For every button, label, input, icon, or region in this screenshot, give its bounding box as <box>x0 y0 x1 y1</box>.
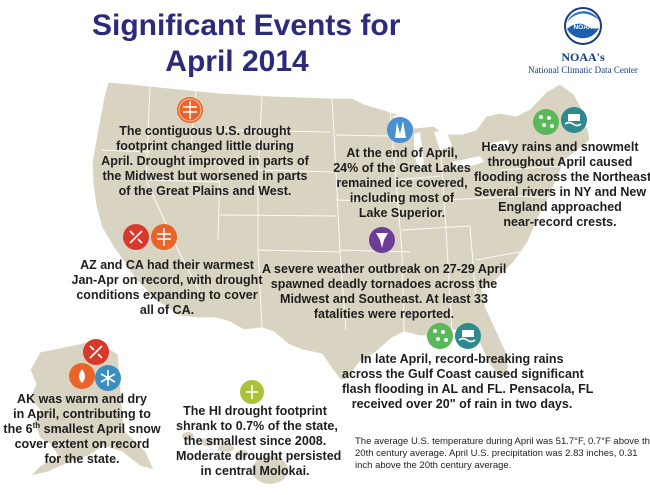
event-line: Jan-Apr on record, with drought <box>71 273 263 287</box>
drought-icon <box>240 380 264 404</box>
flooding-icon <box>455 323 481 349</box>
event-line: flash flooding in AL and FL. Pensacola, … <box>342 382 594 396</box>
event-line: near-record crests. <box>503 215 617 229</box>
event-line: flooding across the Northeast. <box>474 170 650 184</box>
warmth-icon <box>123 224 149 250</box>
event-line: April. Drought improved in parts of <box>101 154 309 168</box>
event-line: shrank to 0.7% of the state, <box>176 419 338 433</box>
event-gulf: In late April, record-breaking rains acr… <box>342 352 594 412</box>
event-line: Several rivers in NY and New <box>474 185 647 199</box>
warmth-icon <box>83 339 109 365</box>
event-line: Moderate drought persisted <box>176 449 342 463</box>
ordinal-suffix: th <box>32 420 41 430</box>
event-line: footprint changed little during <box>116 139 294 153</box>
event-line: the Midwest but worsened in parts <box>102 169 308 183</box>
event-text: smallest April snow <box>40 422 161 436</box>
event-line: received over 20" of rain in two days. <box>351 397 573 411</box>
event-az-ca: AZ and CA had their warmest Jan-Apr on r… <box>64 258 270 318</box>
noaa-emblem-text: NOAA <box>573 24 592 31</box>
event-line: The HI drought footprint <box>183 404 327 418</box>
event-line: In late April, record-breaking rains <box>360 352 564 366</box>
event-line: AK was warm and dry <box>17 392 147 406</box>
event-northeast: Heavy rains and snowmelt throughout Apri… <box>474 140 650 230</box>
event-line: The contiguous U.S. drought <box>119 124 291 138</box>
event-great-lakes: At the end of April, 24% of the Great La… <box>330 146 474 221</box>
alaska-land <box>28 341 155 477</box>
dryness-icon <box>69 363 95 389</box>
event-line: the 6th smallest April snow <box>2 420 162 437</box>
event-line: At the end of April, <box>346 146 458 160</box>
event-line: spawned deadly tornadoes across the <box>270 277 498 291</box>
tornado-icon <box>369 227 395 253</box>
event-line: in April, contributing to <box>13 407 151 421</box>
noaa-emblem: NOAA <box>564 7 602 45</box>
event-line: AZ and CA had their warmest <box>80 258 254 272</box>
national-summary-footnote: The average U.S. temperature during Apri… <box>355 436 650 472</box>
flooding-icon <box>561 107 587 133</box>
title-line-1: Significant Events for <box>92 9 401 42</box>
hawaii-islands <box>182 432 288 484</box>
event-line: throughout April caused <box>487 155 633 169</box>
ice-cover-icon <box>387 117 413 143</box>
drought-icon <box>151 224 177 250</box>
event-line: for the state. <box>44 452 120 466</box>
heavy-rain-icon <box>533 109 559 135</box>
state-borders <box>101 85 561 333</box>
event-line: conditions expanding to cover <box>76 288 258 302</box>
page-title: Significant Events for April 2014 <box>92 8 401 80</box>
event-line: of the Great Plains and West. <box>118 184 292 198</box>
event-line: across the Gulf Coast caused significant <box>342 367 584 381</box>
event-line: including most of <box>349 191 455 205</box>
event-tornado: A severe weather outbreak on 27-29 April… <box>262 262 506 322</box>
event-drought: The contiguous U.S. drought footprint ch… <box>100 124 310 199</box>
event-line: in central Molokai. <box>200 464 310 478</box>
drought-icon <box>177 97 203 123</box>
event-line: England approached <box>498 200 622 214</box>
event-line: all of CA. <box>139 303 195 317</box>
snowflake-icon <box>95 365 121 391</box>
event-line: remained ice covered, <box>336 176 468 190</box>
event-line: Midwest and Southeast. At least 33 <box>280 292 488 306</box>
heavy-rain-icon <box>427 323 453 349</box>
noaa-logo: NOAA's National Climatic Data Center <box>522 48 644 75</box>
event-line: A severe weather outbreak on 27-29 April <box>262 262 507 276</box>
event-hawaii: The HI drought footprint shrank to 0.7% … <box>176 404 342 479</box>
noaa-name: NOAA's <box>561 50 605 64</box>
event-alaska: AK was warm and dry in April, contributi… <box>2 392 162 467</box>
footnote-line: inch above the 20th century average. <box>355 460 512 471</box>
event-line: Heavy rains and snowmelt <box>481 140 639 154</box>
title-line-2: April 2014 <box>165 45 309 78</box>
noaa-center: National Climatic Data Center <box>528 65 638 75</box>
event-line: fatalities were reported. <box>313 307 455 321</box>
event-line: the smallest since 2008. <box>183 434 327 448</box>
event-line: 24% of the Great Lakes <box>333 161 471 175</box>
event-line: Lake Superior. <box>358 206 446 220</box>
footnote-line: The average U.S. temperature during Apri… <box>355 436 650 447</box>
footnote-line: 20th century average. April U.S. precipi… <box>355 448 638 459</box>
event-line: cover extent on record <box>14 437 150 451</box>
event-text: the 6 <box>3 422 33 436</box>
